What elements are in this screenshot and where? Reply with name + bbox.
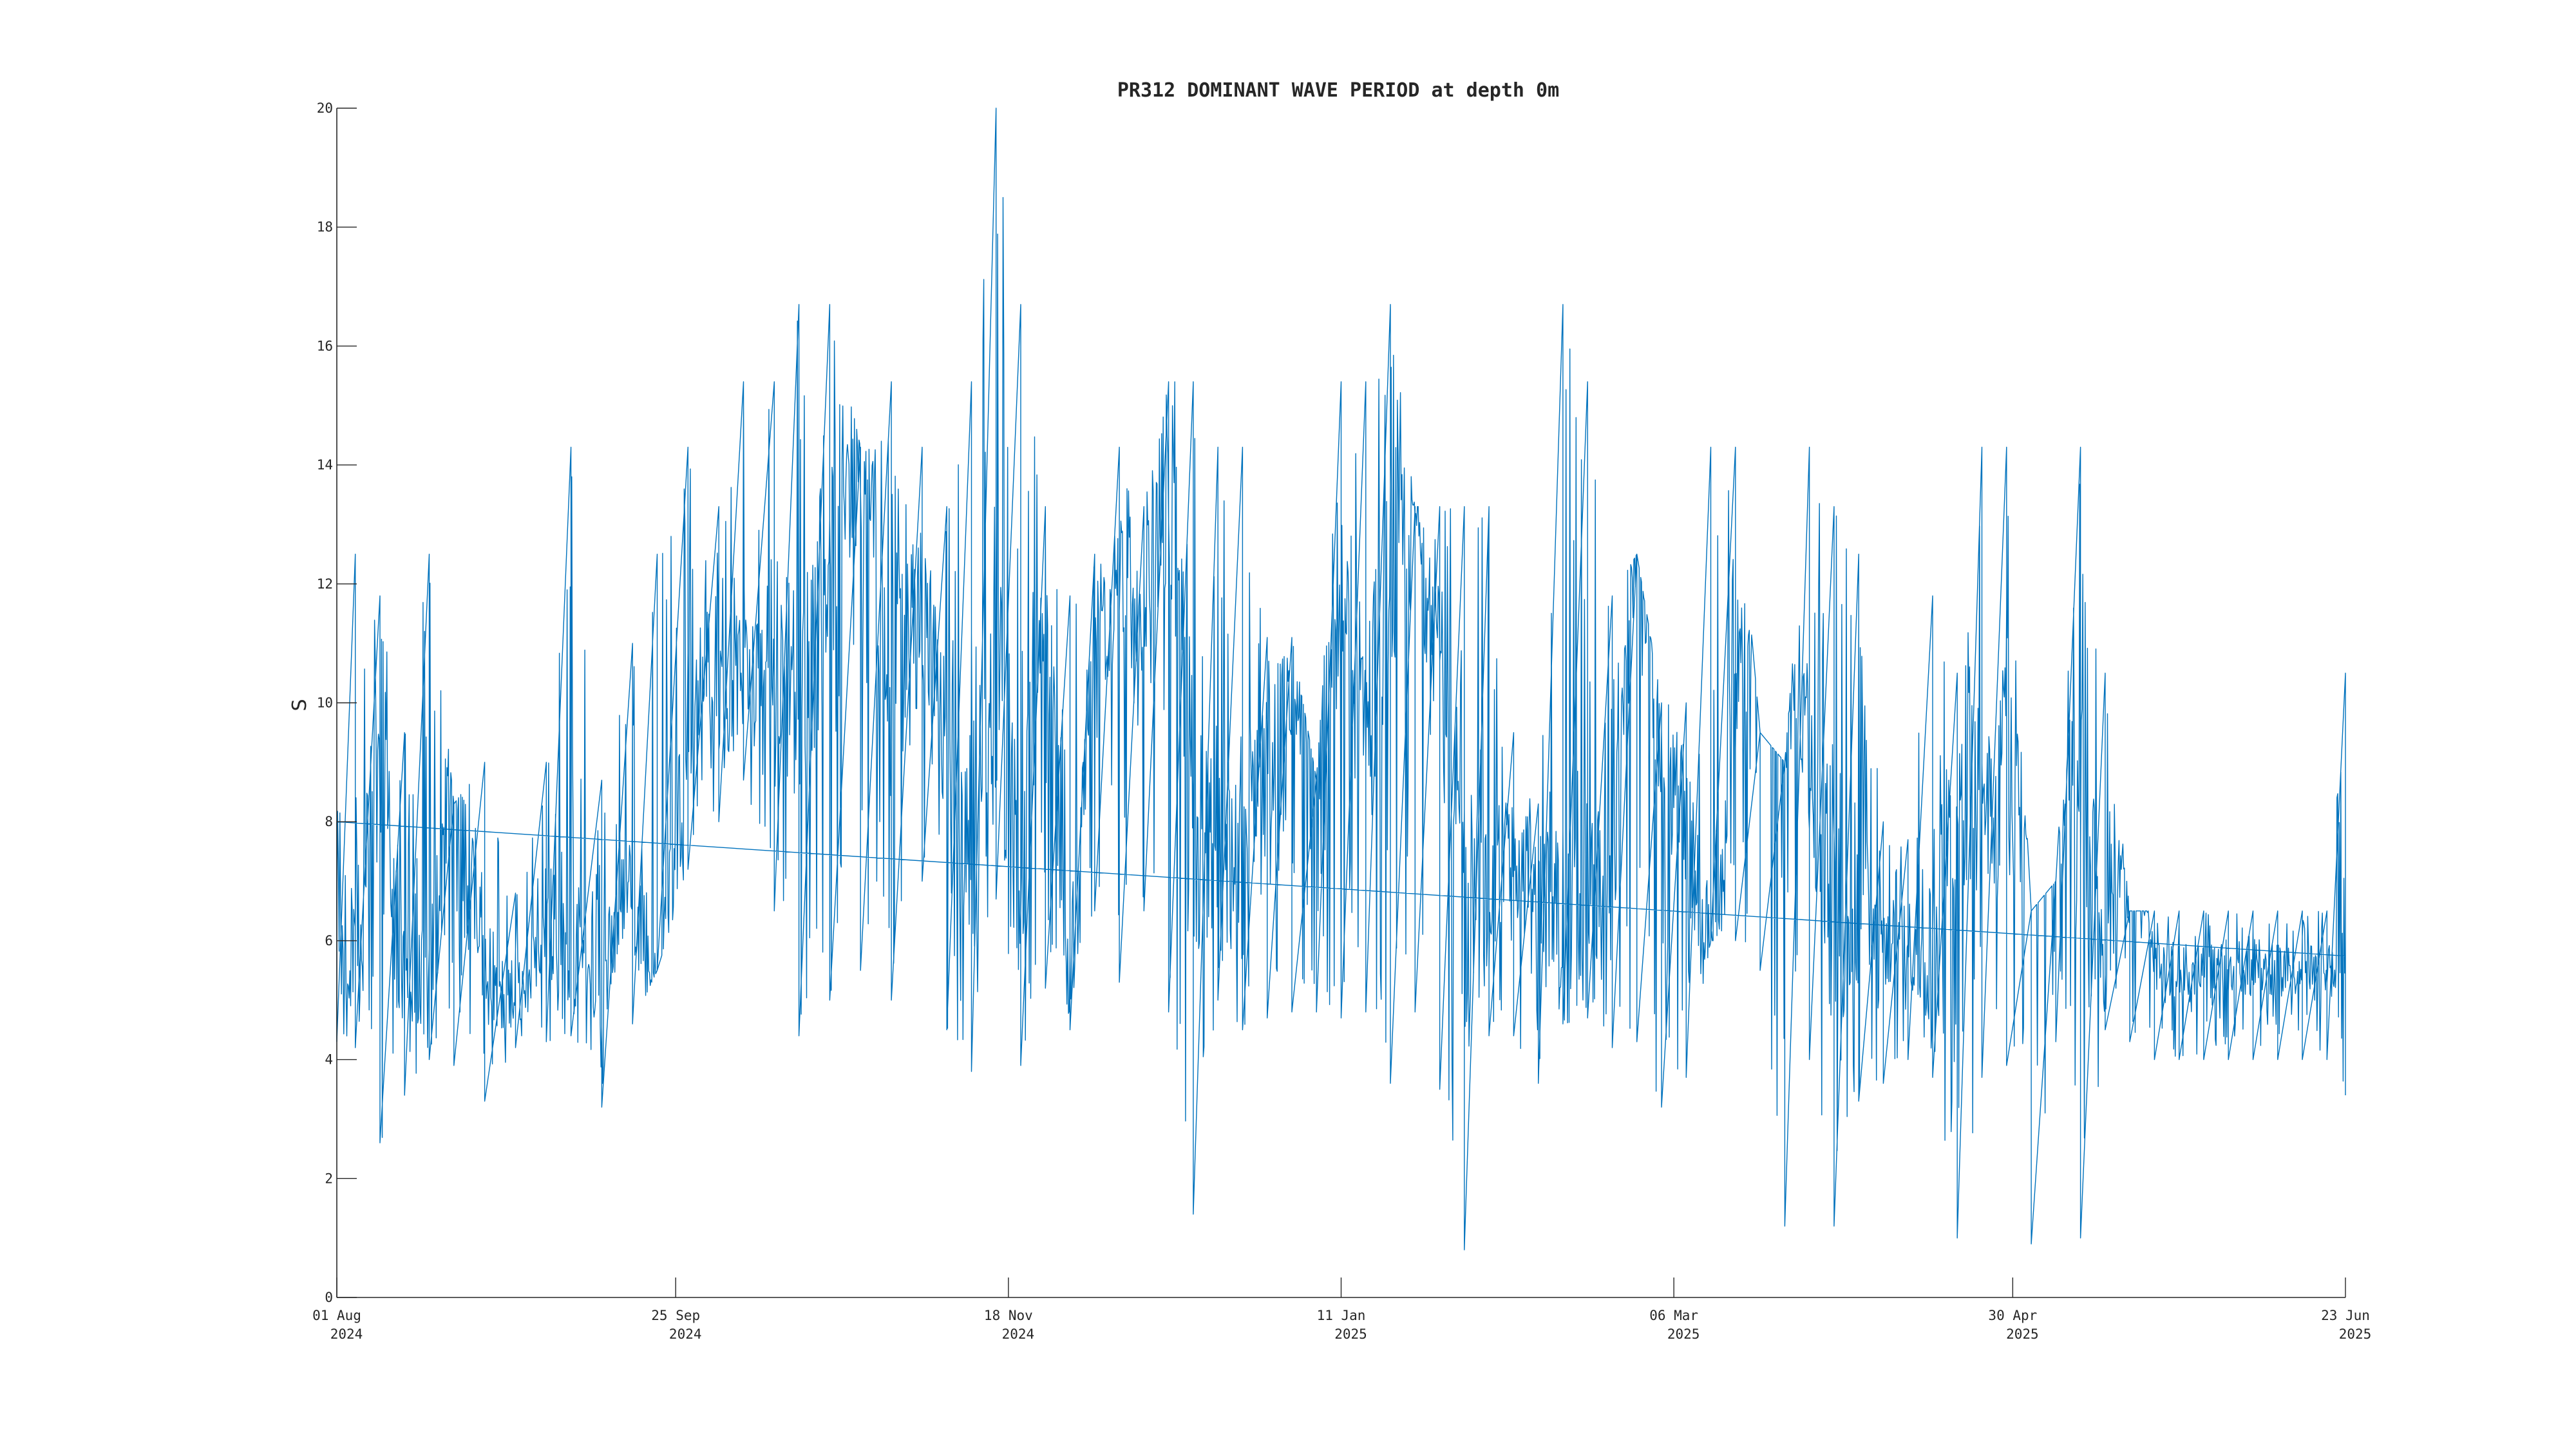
y-tick-label: 0 <box>325 1290 333 1305</box>
x-tick-label: 01 Aug <box>312 1308 361 1323</box>
x-tick-year-label: 2024 <box>669 1326 702 1342</box>
series-layer <box>337 108 2345 1250</box>
x-tick-year-label: 2025 <box>2339 1326 2372 1342</box>
y-tick-label: 6 <box>325 933 333 948</box>
y-tick-label: 8 <box>325 814 333 829</box>
y-tick-label: 4 <box>325 1052 333 1068</box>
y-tick-label: 12 <box>317 576 333 592</box>
chart-title: PR312 DOMINANT WAVE PERIOD at depth 0m <box>1117 79 1559 102</box>
wave-period-series-line <box>337 108 2345 1250</box>
x-tick-year-label: 2024 <box>330 1326 363 1342</box>
y-tick-label: 16 <box>317 338 333 354</box>
y-tick-label: 20 <box>317 100 333 116</box>
x-tick-year-label: 2025 <box>1334 1326 1367 1342</box>
y-tick-label: 10 <box>317 695 333 711</box>
x-tick-year-label: 2025 <box>1667 1326 1700 1342</box>
x-tick-label: 23 Jun <box>2321 1308 2370 1323</box>
x-tick-label: 11 Jan <box>1317 1308 1366 1323</box>
y-tick-label: 2 <box>325 1171 333 1186</box>
x-tick-label: 06 Mar <box>1649 1308 1698 1323</box>
x-tick-label: 25 Sep <box>651 1308 700 1323</box>
x-tick-label: 18 Nov <box>984 1308 1033 1323</box>
x-tick-label: 30 Apr <box>1988 1308 2037 1323</box>
x-tick-year-label: 2024 <box>1002 1326 1035 1342</box>
y-axis-label: S <box>289 699 311 711</box>
y-tick-label: 14 <box>317 457 333 473</box>
x-tick-year-label: 2025 <box>2006 1326 2039 1342</box>
y-tick-label: 18 <box>317 220 333 235</box>
